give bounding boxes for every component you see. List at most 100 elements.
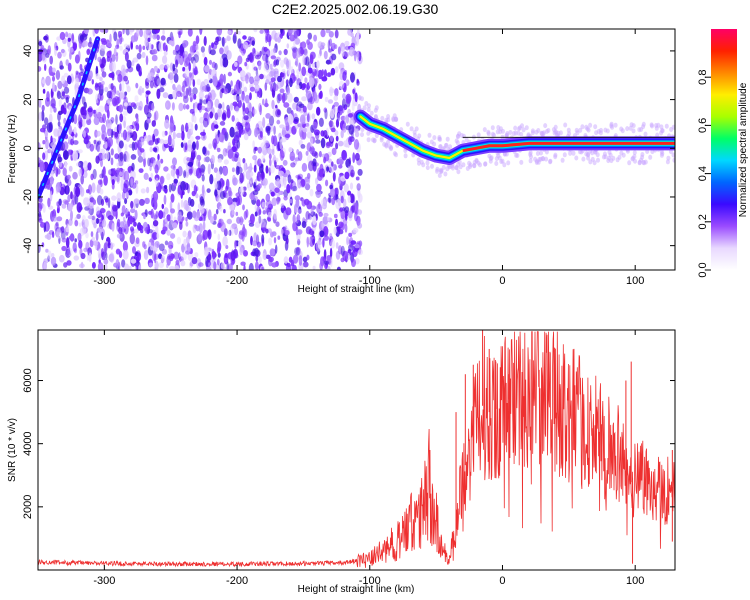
y-tick-label: 6000 <box>22 368 34 392</box>
noise-blob <box>334 130 339 136</box>
noise-blob <box>78 121 82 130</box>
noise-blob <box>149 49 156 55</box>
track-halo <box>483 161 488 167</box>
noise-blob <box>254 211 258 217</box>
noise-blob <box>222 112 227 120</box>
noise-blob <box>263 135 267 143</box>
noise-blob <box>202 146 207 155</box>
track-halo <box>467 160 472 166</box>
noise-blob <box>116 233 123 239</box>
noise-blob <box>302 127 308 133</box>
noise-blob <box>211 42 218 50</box>
noise-blob <box>95 206 100 215</box>
noise-blob <box>210 154 215 165</box>
noise-blob <box>185 236 190 244</box>
noise-blob <box>336 226 341 232</box>
noise-blob <box>143 214 146 220</box>
noise-blob <box>95 155 100 164</box>
noise-blob <box>236 166 243 174</box>
track-halo <box>548 159 553 165</box>
noise-blob <box>232 101 238 107</box>
noise-blob <box>273 68 279 75</box>
noise-blob <box>316 60 320 69</box>
noise-blob <box>91 79 95 85</box>
noise-blob <box>293 39 296 48</box>
noise-blob <box>229 263 233 270</box>
noise-blob <box>56 216 63 222</box>
noise-blob <box>258 256 262 264</box>
noise-blob <box>253 164 257 173</box>
noise-blob <box>64 200 69 205</box>
track-halo <box>593 124 598 130</box>
noise-blob <box>116 162 120 167</box>
noise-blob <box>251 40 255 46</box>
noise-blob <box>269 63 273 70</box>
noise-blob <box>292 102 297 110</box>
track-halo <box>528 158 533 164</box>
noise-blob <box>135 82 139 89</box>
noise-blob <box>315 240 321 252</box>
noise-blob <box>305 56 310 66</box>
noise-blob <box>60 48 65 54</box>
noise-blob <box>118 140 124 149</box>
noise-blob <box>96 130 101 137</box>
track-halo <box>665 159 670 165</box>
noise-blob <box>62 141 69 151</box>
snr-y-axis-label: SNR (10 * v/v) <box>7 418 18 482</box>
noise-blob <box>306 125 311 134</box>
noise-blob <box>122 129 128 141</box>
noise-blob <box>326 166 330 172</box>
noise-blob <box>60 230 66 240</box>
noise-blob <box>113 47 117 55</box>
noise-blob <box>123 102 128 107</box>
noise-blob <box>74 39 78 44</box>
noise-blob <box>301 66 307 77</box>
colorbar-tick-label: 0.8 <box>697 70 709 85</box>
noise-blob <box>271 148 275 156</box>
noise-blob <box>354 152 360 161</box>
noise-blob <box>171 102 175 111</box>
noise-blob <box>42 152 46 160</box>
noise-blob <box>252 190 259 196</box>
track-halo <box>435 166 440 172</box>
noise-blob <box>357 249 363 256</box>
noise-blob <box>198 90 204 100</box>
track-halo <box>666 155 671 161</box>
noise-blob <box>305 210 310 220</box>
noise-blob <box>348 136 353 146</box>
noise-blob <box>44 117 49 126</box>
track-halo <box>543 123 548 129</box>
noise-blob <box>344 51 350 57</box>
noise-blob <box>67 247 73 257</box>
noise-blob <box>280 228 284 236</box>
noise-blob <box>186 242 191 252</box>
noise-blob <box>354 244 360 249</box>
noise-blob <box>68 218 73 226</box>
track-halo <box>595 152 600 158</box>
noise-blob <box>87 41 93 48</box>
noise-blob <box>184 68 190 79</box>
noise-blob <box>311 222 317 232</box>
noise-blob <box>110 148 114 156</box>
noise-blob <box>187 86 192 96</box>
noise-blob <box>169 213 173 222</box>
noise-blob <box>136 29 140 37</box>
noise-blob <box>165 102 168 108</box>
noise-blob <box>338 164 343 169</box>
noise-blob <box>323 69 327 78</box>
noise-blob <box>56 36 61 41</box>
noise-blob <box>75 70 79 75</box>
noise-blob <box>226 192 229 200</box>
noise-blob <box>243 162 247 173</box>
track-halo <box>499 159 504 165</box>
track-halo <box>540 156 545 161</box>
noise-blob <box>213 213 217 221</box>
noise-blob <box>126 125 133 131</box>
noise-blob <box>301 130 307 140</box>
noise-blob <box>337 46 341 55</box>
noise-blob <box>221 53 228 61</box>
noise-blob <box>294 247 300 256</box>
track-halo <box>610 124 615 130</box>
track-halo <box>640 154 645 160</box>
noise-blob <box>213 177 218 185</box>
